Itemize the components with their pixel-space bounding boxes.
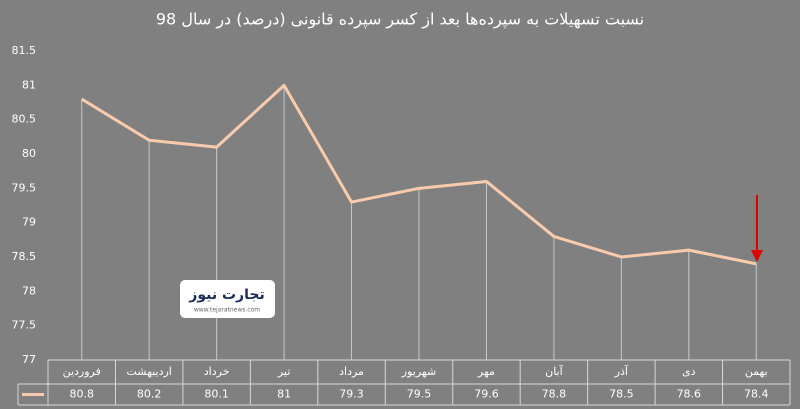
logo: تجارت نیوز www.tejaratnews.com — [180, 280, 275, 318]
x-tick-label: بهمن — [745, 365, 768, 378]
value-label: 80.8 — [69, 388, 94, 401]
arrow — [751, 195, 763, 262]
value-label: 79.3 — [339, 388, 364, 401]
value-label: 79.6 — [474, 388, 499, 401]
x-tick-label: فروردین — [63, 365, 101, 378]
y-tick-label: 77.5 — [12, 319, 37, 332]
x-tick-label: آبان — [545, 364, 563, 378]
y-tick-label: 81 — [22, 78, 36, 91]
data-line — [80, 83, 757, 266]
x-tick-label: مرداد — [339, 365, 364, 378]
x-tick-label: شهریور — [401, 365, 436, 378]
arrow-head — [751, 250, 763, 262]
value-label: 80.1 — [204, 388, 229, 401]
logo-url: www.tejaratnews.com — [194, 307, 260, 314]
value-label: 80.2 — [137, 388, 162, 401]
x-tick-label: دی — [682, 365, 696, 378]
value-label: 78.4 — [744, 388, 769, 401]
value-label: 78.8 — [542, 388, 567, 401]
y-tick-label: 77 — [22, 353, 36, 366]
logo-text: تجارت نیوز — [188, 287, 264, 303]
logo-box — [180, 280, 275, 318]
y-tick-label: 78 — [22, 284, 36, 297]
x-tick-label: تیر — [277, 365, 290, 378]
value-label: 79.5 — [407, 388, 432, 401]
y-tick-label: 80.5 — [12, 113, 37, 126]
y-tick-label: 78.5 — [12, 250, 37, 263]
y-tick-label: 79.5 — [12, 181, 37, 194]
value-label: 78.6 — [677, 388, 702, 401]
chart-title: نسبت تسهیلات به سپرده‌ها بعد از کسر سپرد… — [156, 10, 644, 30]
value-label: 81 — [277, 388, 291, 401]
x-tick-label: آذر — [614, 364, 629, 378]
x-tick-label: خرداد — [204, 365, 230, 378]
y-tick-label: 81.5 — [12, 44, 37, 57]
x-tick-label: اردیبهشت — [127, 365, 172, 378]
value-label: 78.5 — [609, 388, 634, 401]
y-tick-label: 80 — [22, 147, 36, 160]
y-tick-label: 79 — [22, 216, 36, 229]
x-tick-label: مهر — [477, 365, 495, 378]
